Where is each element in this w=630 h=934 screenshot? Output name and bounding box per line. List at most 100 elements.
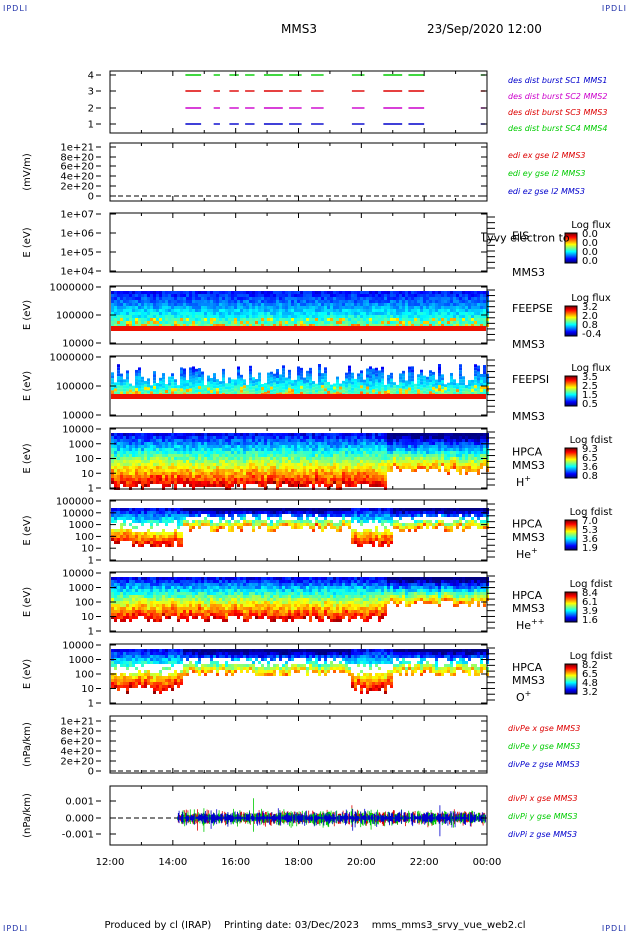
spectrogram-cell (411, 387, 414, 391)
spectrogram-cell (345, 378, 348, 382)
spectrogram-cell (465, 315, 468, 318)
spectrogram-cell (381, 369, 384, 373)
spectrogram-cell (171, 306, 174, 309)
spectrogram-cell (465, 291, 468, 294)
spectrogram-cell (246, 442, 249, 445)
spectrogram-cell (423, 466, 426, 469)
spectrogram-cell (117, 370, 120, 374)
spectrogram-cell (189, 442, 192, 445)
spectrogram-cell (237, 321, 240, 324)
spectrogram-cell (408, 448, 411, 451)
spectrogram-cell (429, 321, 432, 324)
spectrogram-cell (426, 312, 429, 315)
spectrogram-cell (348, 374, 351, 378)
spectrogram-cell (183, 463, 186, 466)
spectrogram-cell (189, 297, 192, 300)
spectrogram-cell (237, 463, 240, 466)
spectrogram-cell (162, 294, 165, 297)
spectrogram-cell (237, 300, 240, 303)
spectrogram-cell (267, 460, 270, 463)
spectrogram-cell (132, 433, 135, 436)
spectrogram-cell (402, 460, 405, 463)
spectrogram-cell (318, 448, 321, 451)
spectrogram-cell (441, 324, 444, 327)
spectrogram-cell (138, 309, 141, 312)
spectrogram-cell (270, 436, 273, 439)
spectrogram-cell (417, 321, 420, 324)
spectrogram-cell (405, 306, 408, 309)
spectrogram-cell (237, 478, 240, 481)
spectrogram-cell (339, 451, 342, 454)
spectrogram-cell (402, 297, 405, 300)
spectrogram-cell (339, 312, 342, 315)
spectrogram-cell (228, 392, 231, 396)
spectrogram-cell (264, 484, 267, 487)
spectrogram-cell (345, 439, 348, 442)
spectrogram-cell (234, 442, 237, 445)
spectrogram-cell (384, 309, 387, 312)
spectrogram-cell (420, 448, 423, 451)
spectrogram-cell (321, 439, 324, 442)
spectrogram-cell (210, 460, 213, 463)
spectrogram-cell (321, 379, 324, 383)
spectrogram-cell (219, 321, 222, 324)
spectrogram-cell (402, 312, 405, 315)
spectrogram-cell (192, 445, 195, 448)
spectrogram-cell (414, 321, 417, 324)
spectrogram-cell (468, 457, 471, 460)
spectrogram-cell (369, 321, 372, 324)
spectrogram-cell (306, 466, 309, 469)
spectrogram-cell (378, 481, 381, 484)
spectrogram-cell (447, 291, 450, 294)
spectrogram-cell (234, 454, 237, 457)
spectrogram-cell (345, 303, 348, 306)
spectrogram-cell (384, 475, 387, 478)
spectrogram-cell (402, 315, 405, 318)
spectrogram-cell (468, 318, 471, 321)
spectrogram-cell (144, 451, 147, 454)
spectrogram-cell (174, 451, 177, 454)
spectrogram-cell (117, 460, 120, 463)
spectrogram-cell (471, 448, 474, 451)
spectrogram-cell (165, 475, 168, 478)
spectrogram-cell (303, 315, 306, 318)
spectrogram-cell (231, 433, 234, 436)
spectrogram-cell (273, 433, 276, 436)
spectrogram-cell (255, 469, 258, 472)
spectrogram-cell (321, 466, 324, 469)
spectrogram-cell (402, 442, 405, 445)
spectrogram-cell (309, 445, 312, 448)
spectrogram-cell (447, 442, 450, 445)
spectrogram-cell (237, 475, 240, 478)
spectrogram-cell (162, 433, 165, 436)
spectrogram-cell (276, 460, 279, 463)
spectrogram-cell (396, 457, 399, 460)
spectrogram-cell (132, 436, 135, 439)
spectrogram-cell (354, 478, 357, 481)
spectrogram-cell (429, 388, 432, 392)
spectrogram-cell (396, 321, 399, 324)
spectrogram-cell (144, 386, 147, 390)
spectrogram-cell (204, 436, 207, 439)
spectrogram-cell (267, 384, 270, 388)
spectrogram-cell (309, 315, 312, 318)
y-tick-label: 100000 (56, 311, 94, 322)
spectrogram-cell (165, 472, 168, 475)
spectrogram-cell (459, 324, 462, 327)
spectrogram-cell (333, 303, 336, 306)
spectrogram-cell (171, 451, 174, 454)
spectrogram-cell (351, 306, 354, 309)
spectrogram-cell (189, 481, 192, 484)
spectrogram-cell (150, 306, 153, 309)
spectrogram-cell (456, 442, 459, 445)
spectrogram-cell (366, 380, 369, 384)
spectrogram-cell (441, 380, 444, 384)
spectrogram-cell (288, 445, 291, 448)
spectrogram-cell (387, 315, 390, 318)
spectrogram-cell (195, 312, 198, 315)
spectrogram-cell (210, 484, 213, 487)
spectrogram-cell (243, 445, 246, 448)
spectrogram-cell (204, 445, 207, 448)
spectrogram-cell (411, 372, 414, 376)
spectrogram-cell (321, 454, 324, 457)
